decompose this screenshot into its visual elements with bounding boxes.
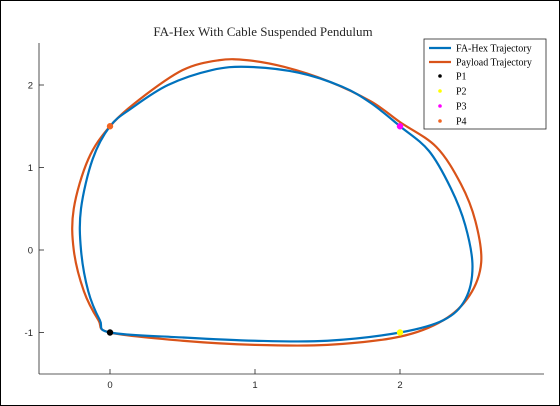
series-line-payload-trajectory [71, 58, 483, 347]
legend-label: Payload Trajectory [456, 58, 532, 69]
legend-marker [438, 104, 442, 108]
chart-title: FA-Hex With Cable Suspended Pendulum [153, 24, 372, 39]
series-layer [71, 58, 483, 347]
points-layer [106, 123, 404, 336]
point-p2 [396, 329, 404, 336]
x-tick-label: 1 [252, 380, 257, 391]
y-tick-label: 0 [28, 246, 33, 257]
y-tick-label: 1 [28, 163, 33, 174]
point-p3 [396, 123, 404, 130]
legend: FA-Hex Trajectory Payload Trajectory P1 P2 P… [423, 38, 547, 130]
legend-marker [438, 89, 442, 93]
legend-label: FA-Hex Trajectory [456, 44, 532, 55]
axes [38, 43, 544, 375]
legend-marker [438, 119, 442, 123]
point-p1 [106, 329, 114, 336]
point-p4 [106, 123, 114, 130]
legend-label: P4 [456, 117, 467, 128]
y-tick-label: -1 [25, 328, 33, 339]
x-tick-label: 0 [107, 380, 112, 391]
legend-label: P2 [456, 87, 467, 98]
legend-label: P1 [456, 72, 467, 83]
series-line-fa-hex-trajectory [78, 65, 474, 343]
legend-marker [438, 74, 442, 78]
ticks: 0 1 2 -1 0 1 2 [25, 81, 403, 392]
legend-box [423, 38, 547, 130]
y-tick-label: 2 [28, 81, 33, 92]
legend-label: P3 [456, 102, 467, 113]
x-tick-label: 2 [397, 380, 402, 391]
